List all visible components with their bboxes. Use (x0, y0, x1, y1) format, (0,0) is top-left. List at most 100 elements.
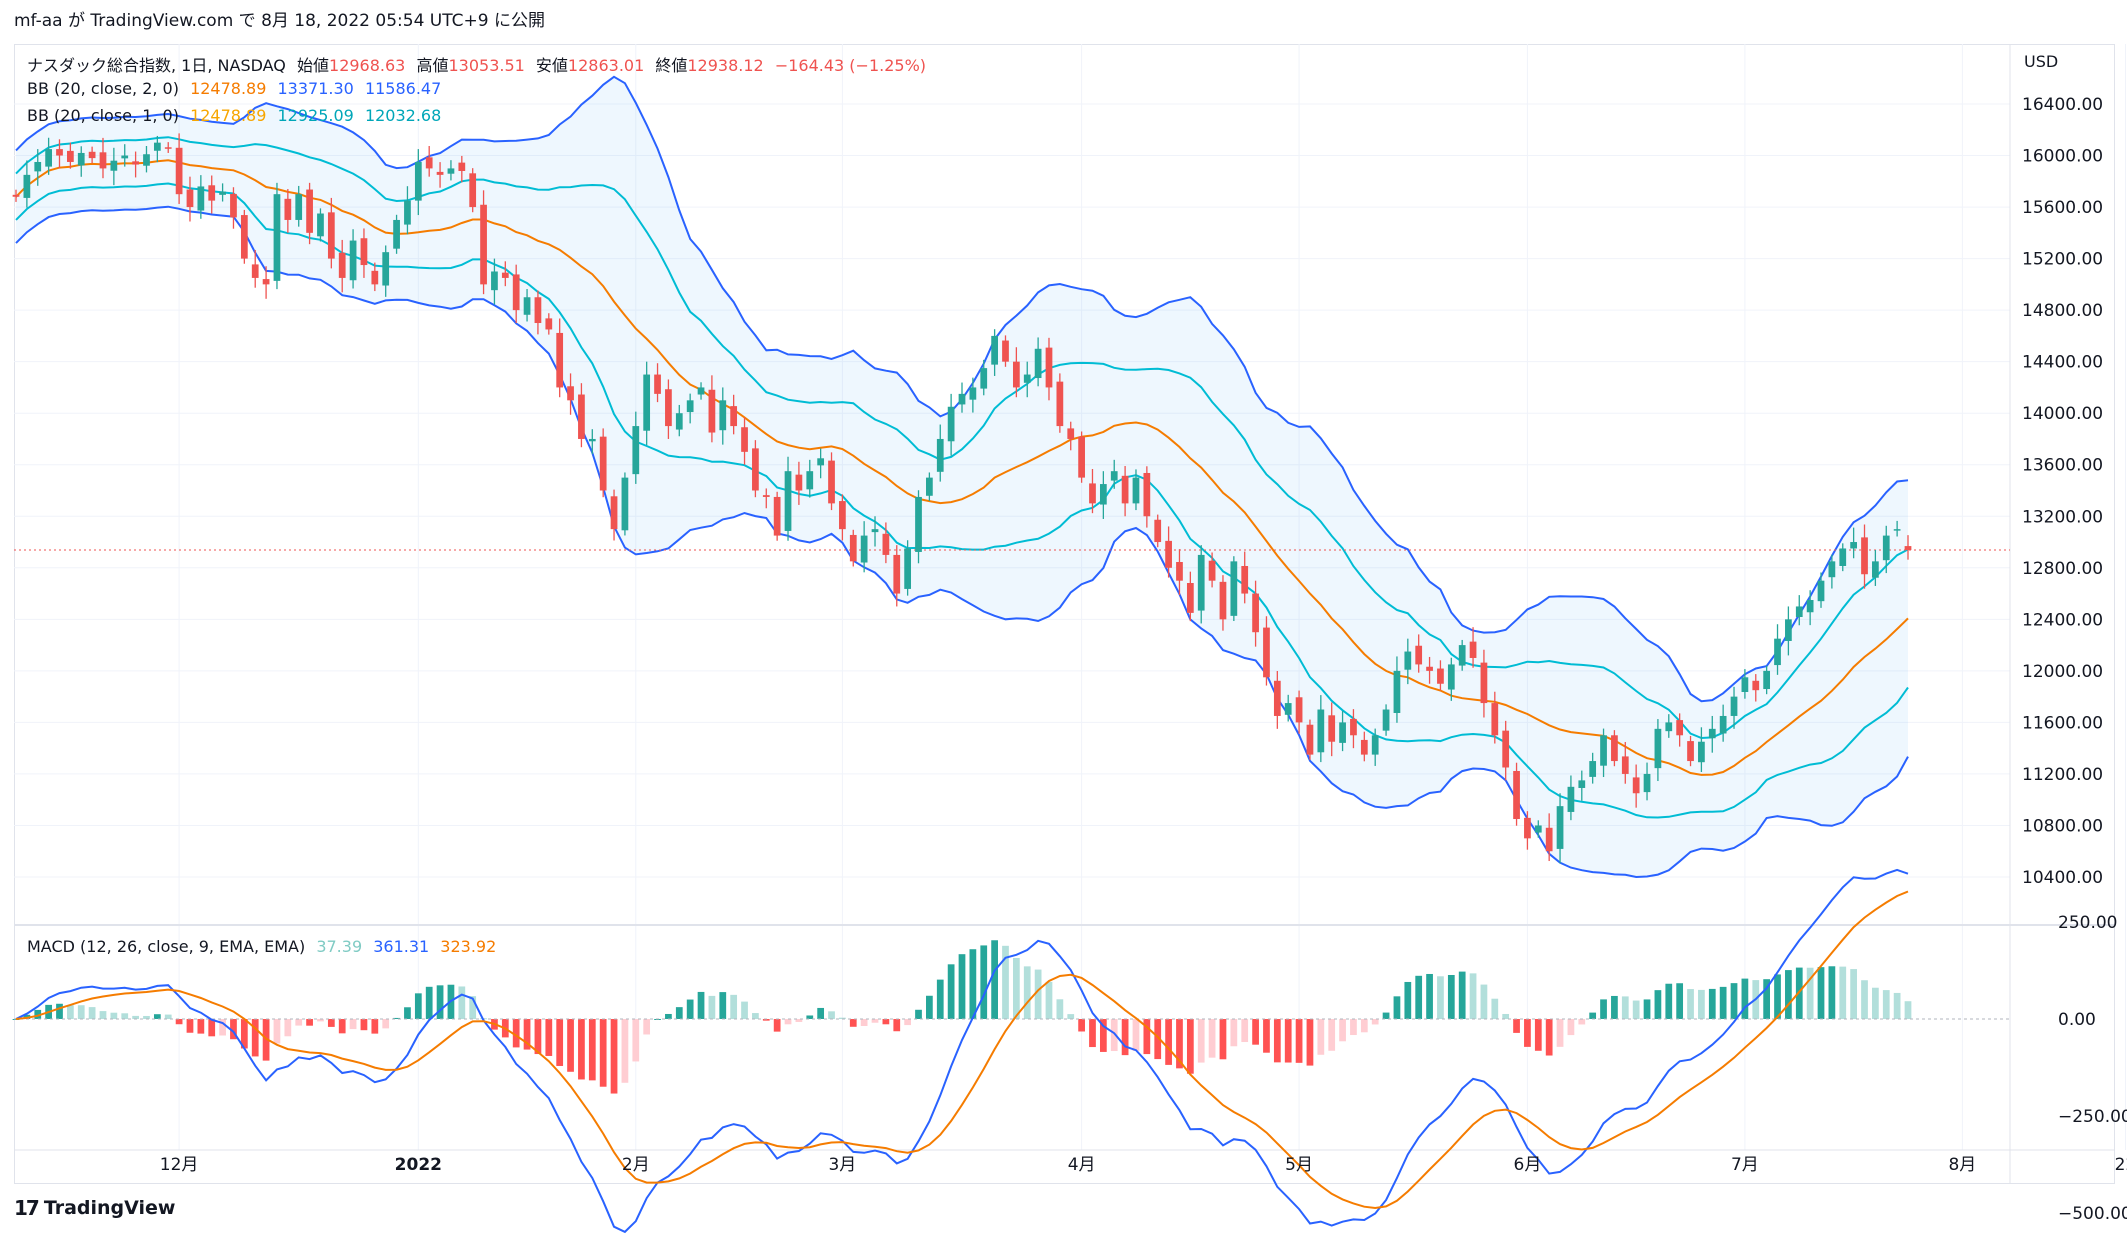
candle-body (1578, 780, 1586, 788)
candle-body (1350, 718, 1357, 736)
candle-body (132, 161, 139, 165)
macd-histogram-bar (523, 1019, 531, 1050)
candle-body (991, 335, 998, 365)
candle-body (578, 394, 585, 439)
candle-body (382, 252, 390, 286)
macd-histogram-bar (1654, 990, 1662, 1019)
macd-histogram-bar (425, 986, 433, 1019)
candle-body (1230, 561, 1238, 616)
candle-body (1806, 600, 1814, 613)
candle-body (317, 213, 324, 237)
tradingview-footer[interactable]: 17 TradingView (14, 1196, 175, 1220)
macd-histogram-bar (1034, 969, 1042, 1019)
macd-histogram-bar (730, 994, 738, 1019)
price-axis-label: 16400.00 (2022, 95, 2103, 115)
candle-body (240, 215, 248, 259)
macd-histogram-bar (1415, 975, 1423, 1019)
candle-body (1023, 374, 1031, 383)
macd-histogram-bar (404, 1007, 411, 1019)
macd-histogram-bar (1491, 998, 1499, 1019)
macd-histogram-bar (1382, 1012, 1390, 1019)
macd-histogram-bar (208, 1019, 216, 1037)
currency-label[interactable]: USD (2024, 52, 2059, 71)
macd-histogram-bar (1089, 1019, 1096, 1048)
macd-histogram-bar (1861, 980, 1868, 1019)
macd-histogram-bar (186, 1019, 194, 1033)
macd-histogram-bar (893, 1019, 901, 1032)
candle-body (1078, 436, 1085, 478)
macd-line-value: 361.31 (373, 937, 430, 956)
candle-body (1328, 715, 1336, 742)
candle-body (1687, 741, 1694, 762)
candle-body (251, 264, 259, 278)
macd-histogram-bar (762, 1019, 770, 1021)
macd-histogram-bar (1708, 988, 1716, 1019)
macd-histogram-bar (1208, 1019, 1216, 1058)
macd-histogram-bar (1665, 983, 1673, 1019)
candle-body (208, 185, 216, 201)
macd-axis-label: 0.00 (2058, 1010, 2096, 1030)
candle-body (66, 150, 74, 162)
candle-body (1676, 720, 1684, 736)
macd-histogram-bar (882, 1019, 890, 1025)
macd-histogram-bar (1839, 966, 1847, 1019)
macd-histogram-bar (1676, 983, 1684, 1019)
macd-histogram-bar (1078, 1019, 1085, 1032)
candle-body (425, 157, 433, 169)
macd-histogram-bar (1817, 967, 1825, 1019)
macd-histogram-bar (1295, 1019, 1303, 1063)
candle-body (1524, 817, 1531, 839)
macd-histogram-bar (143, 1015, 150, 1019)
candle-body (839, 501, 846, 530)
candle-body (284, 198, 292, 220)
macd-label: MACD (12, 26, close, 9, EMA, EMA) (27, 937, 306, 956)
macd-histogram-bar (1393, 996, 1401, 1019)
price-axis-label: 11600.00 (2022, 713, 2103, 733)
bb1-upper-line (15, 136, 1909, 740)
macd-histogram-bar (393, 1017, 400, 1019)
macd-histogram-bar (56, 1003, 63, 1019)
candle-body (969, 387, 977, 400)
macd-histogram-bar (1273, 1019, 1281, 1063)
candle-body (1371, 735, 1379, 755)
macd-histogram-bar (1730, 983, 1738, 1019)
candle-body (773, 496, 781, 536)
candle-body (1110, 471, 1118, 481)
candle-body (752, 448, 759, 491)
candle-body (1828, 561, 1836, 578)
candle-body (1404, 651, 1412, 670)
macd-histogram-bar (164, 1014, 172, 1019)
time-axis-label: 5月 (1285, 1155, 1313, 1175)
macd-histogram-bar (1578, 1019, 1586, 1025)
candle-body (436, 171, 444, 175)
candle-body (88, 151, 96, 159)
macd-histogram-bar (1045, 981, 1053, 1019)
macd-histogram-bar (947, 964, 955, 1019)
macd-histogram-bar (915, 1009, 922, 1019)
candle-body (1165, 540, 1172, 568)
candle-body (371, 270, 379, 285)
candle-body (719, 400, 727, 431)
candle-body (882, 533, 890, 555)
macd-histogram-bar (599, 1019, 607, 1087)
candle-body (1045, 347, 1053, 388)
candle-body (175, 147, 183, 195)
candle-body (186, 189, 194, 208)
tradingview-brand: TradingView (43, 1197, 176, 1219)
macd-histogram-bar (1404, 981, 1412, 1019)
candle-body (1154, 519, 1162, 543)
time-axis-label: 8月 (1948, 1155, 1976, 1175)
bb1-legend: BB (20, close, 1, 0) 12478.89 12925.09 1… (27, 106, 447, 125)
candle-body (1817, 580, 1825, 602)
candle-body (273, 194, 281, 281)
candle-body (121, 155, 129, 159)
candle-body (1012, 361, 1020, 388)
change-value: −164.43 (−1.25%) (774, 56, 927, 75)
macd-histogram-bar (34, 1009, 42, 1019)
candle-body (99, 152, 107, 169)
macd-histogram-bar (1012, 957, 1020, 1019)
macd-histogram-bar (77, 1005, 85, 1019)
macd-histogram-bar (632, 1019, 640, 1062)
candle-body (1469, 641, 1477, 658)
